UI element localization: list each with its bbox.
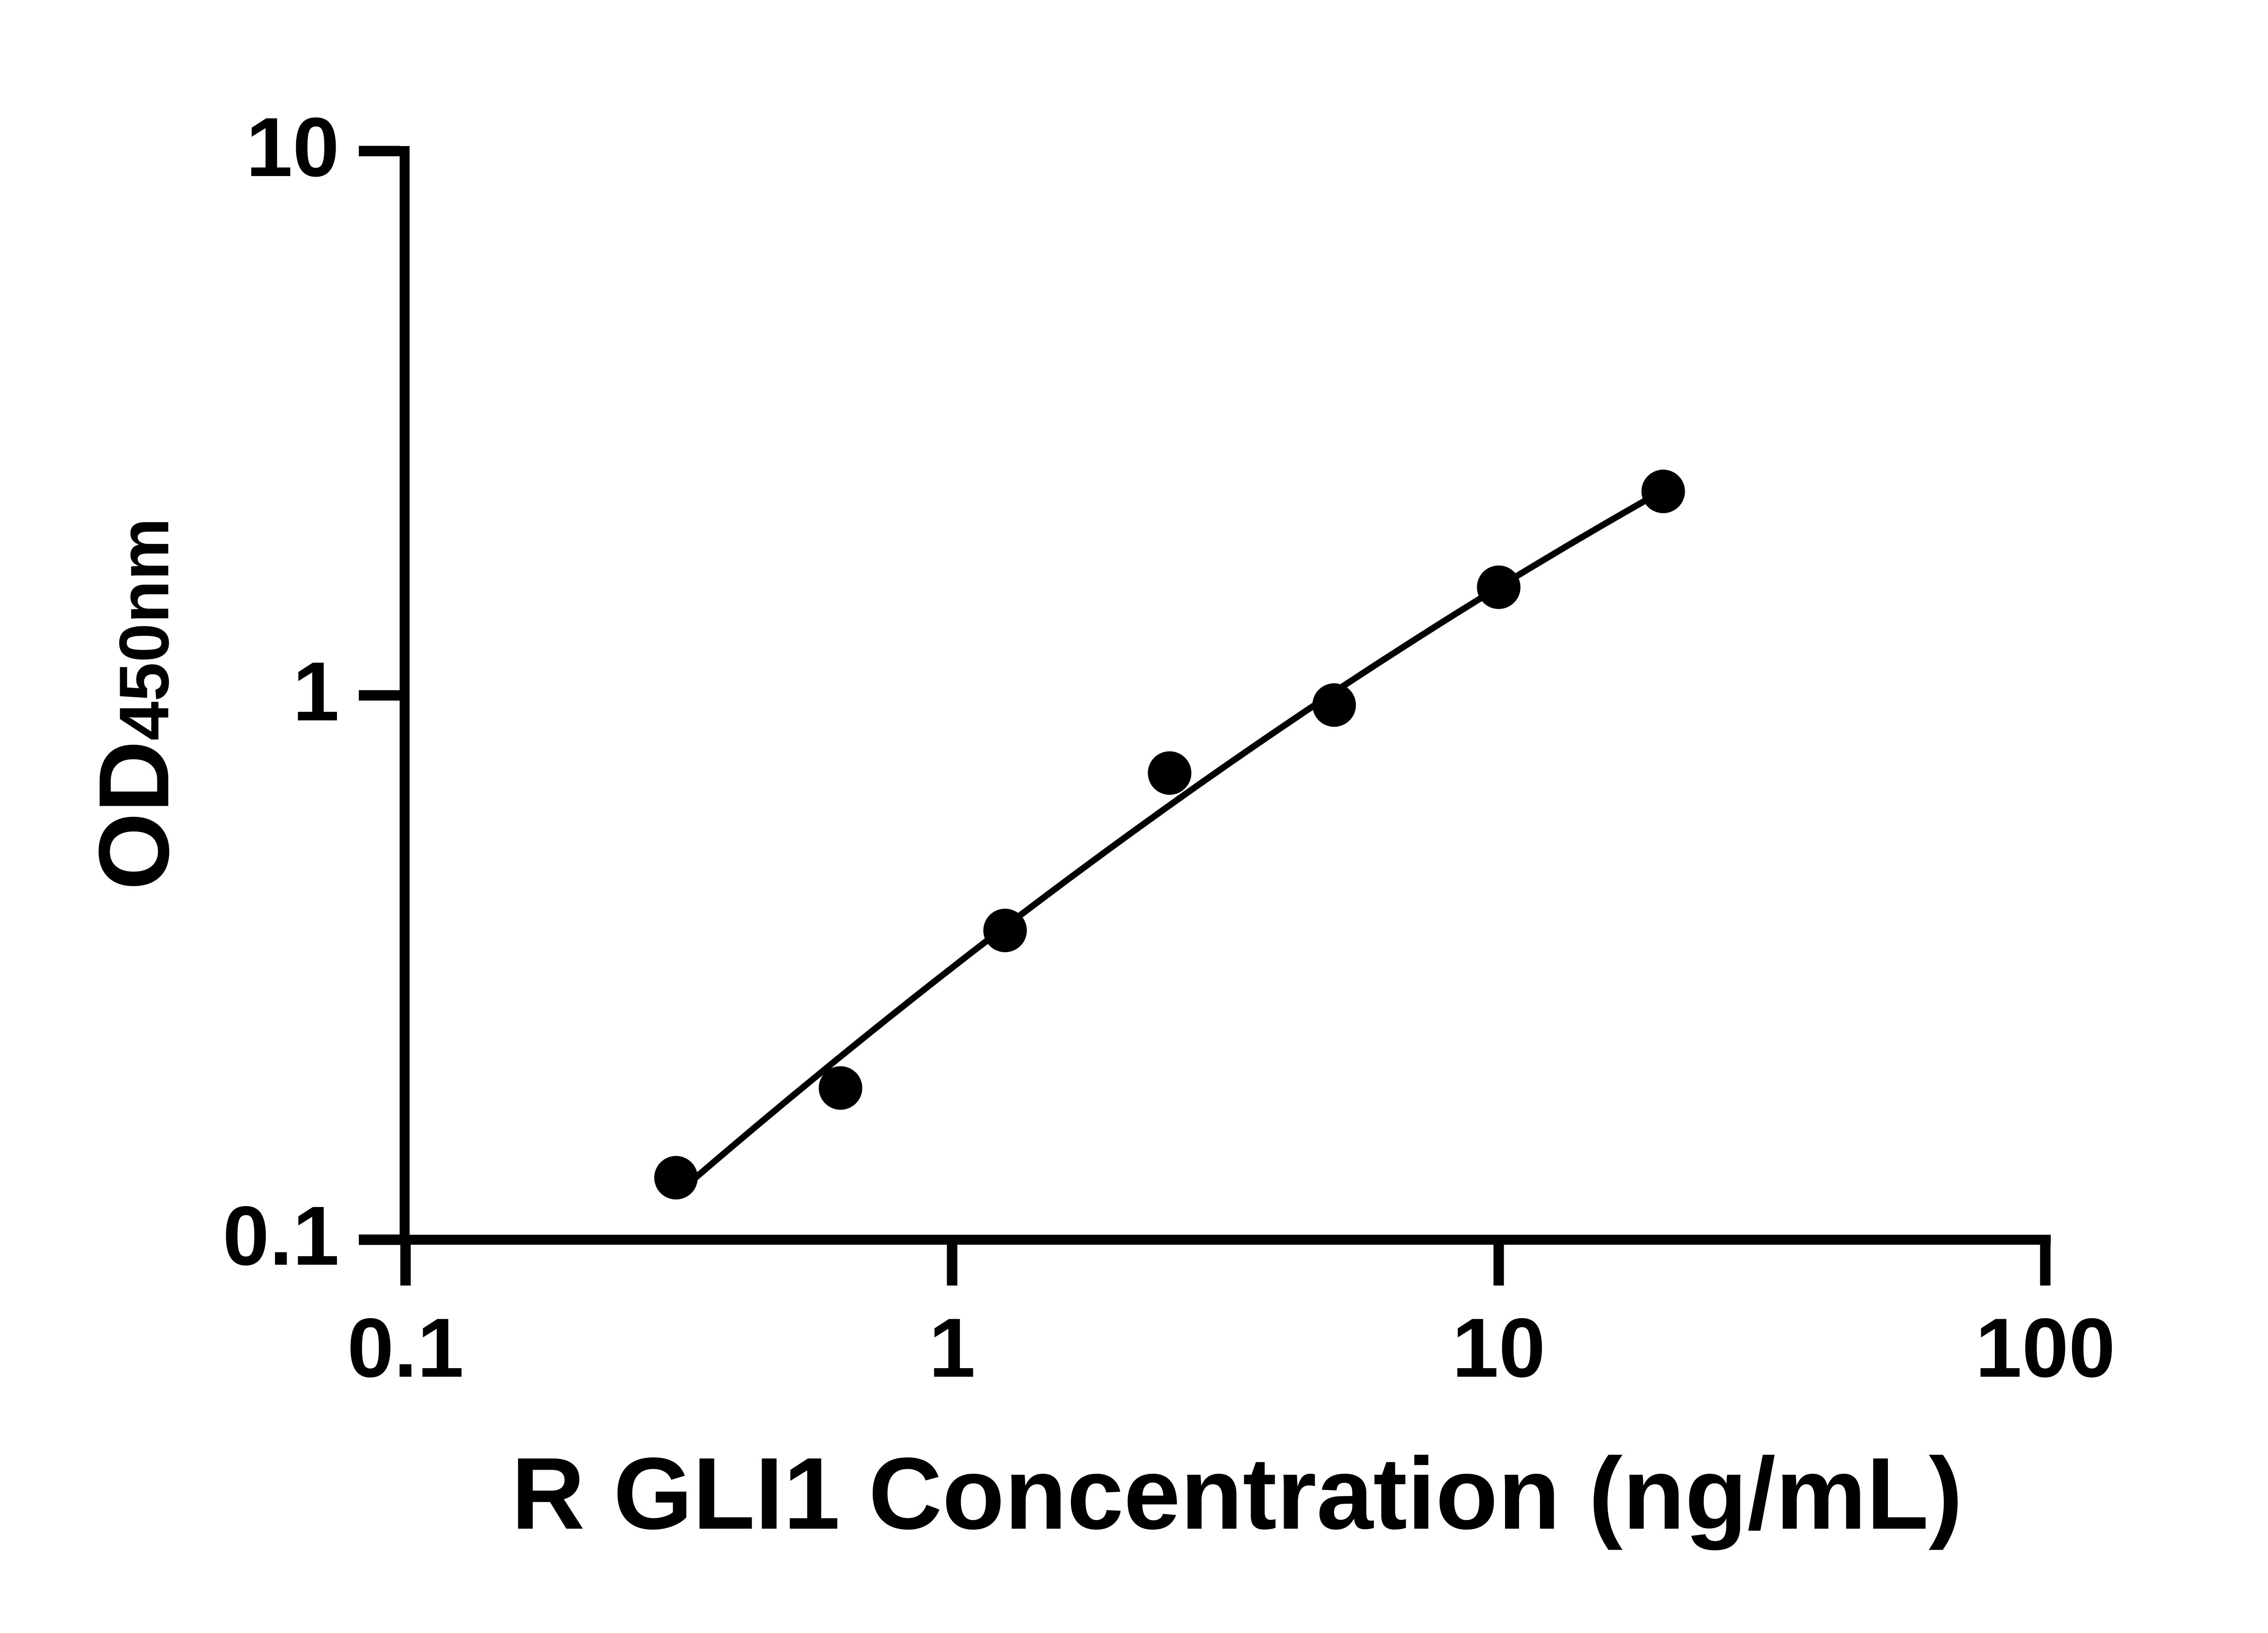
x-tick-label: 1 [929,1301,976,1395]
y-tick-label: 1 [293,645,339,739]
x-tick-label: 10 [1452,1301,1545,1395]
x-axis-title: R GLI1 Concentration (ng/mL) [511,1436,1963,1550]
data-point [983,909,1027,953]
y-axis-title-main: OD [78,740,190,890]
y-tick-label: 0.1 [222,1189,339,1283]
data-points-group [654,469,1685,1200]
data-point [819,1066,862,1110]
data-point [1148,751,1192,795]
x-tick-label: 0.1 [347,1301,464,1395]
data-point [1312,683,1356,727]
data-point [1477,565,1520,609]
y-tick-label: 10 [246,101,339,195]
axes [400,146,2051,1245]
data-point [654,1156,698,1200]
axis-ticks [359,146,2051,1286]
data-point [1641,469,1685,513]
y-axis-title-subscript: 450nm [105,518,183,741]
y-axis-title: OD450nm [78,518,190,890]
x-tick-label: 100 [1975,1301,2116,1395]
